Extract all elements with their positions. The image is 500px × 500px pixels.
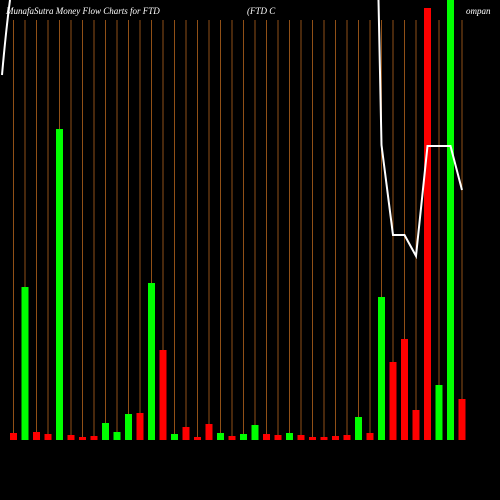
bar [205,424,213,440]
bar [10,433,17,440]
bar [90,436,98,440]
bar [343,435,351,440]
bar [136,413,144,440]
bar [274,435,282,440]
bar [228,436,236,440]
bar [286,433,293,440]
bar [67,435,75,440]
bar [171,434,178,440]
bar [389,362,397,440]
line-lead [1,0,11,76]
bar [79,437,86,440]
bar [424,8,431,440]
chart-subtitle: (FTD C [247,6,276,16]
bar [125,414,132,440]
bar [21,287,29,440]
bar [435,385,443,440]
bar [263,434,270,440]
bar [297,435,305,440]
money-flow-line [377,0,463,260]
bar [378,297,385,440]
bar [44,434,52,440]
bar [401,339,408,440]
chart-subtitle: ompan [466,6,491,16]
bar [159,350,167,440]
bar [148,283,155,440]
bar [217,433,224,440]
chart-title: MunafaSutra Money Flow Charts for FTD [5,6,160,16]
bar [366,433,374,440]
bar [182,427,190,440]
bar [309,437,316,440]
bar [320,437,328,440]
bar [33,432,40,440]
bar [113,432,121,440]
bar [102,423,109,440]
bar [458,399,466,440]
bar [194,437,201,440]
bar [447,0,454,440]
bar [332,436,339,440]
bar [56,129,63,440]
bar [355,417,362,440]
bar [412,410,420,440]
bar [251,425,259,440]
bar [240,434,247,440]
